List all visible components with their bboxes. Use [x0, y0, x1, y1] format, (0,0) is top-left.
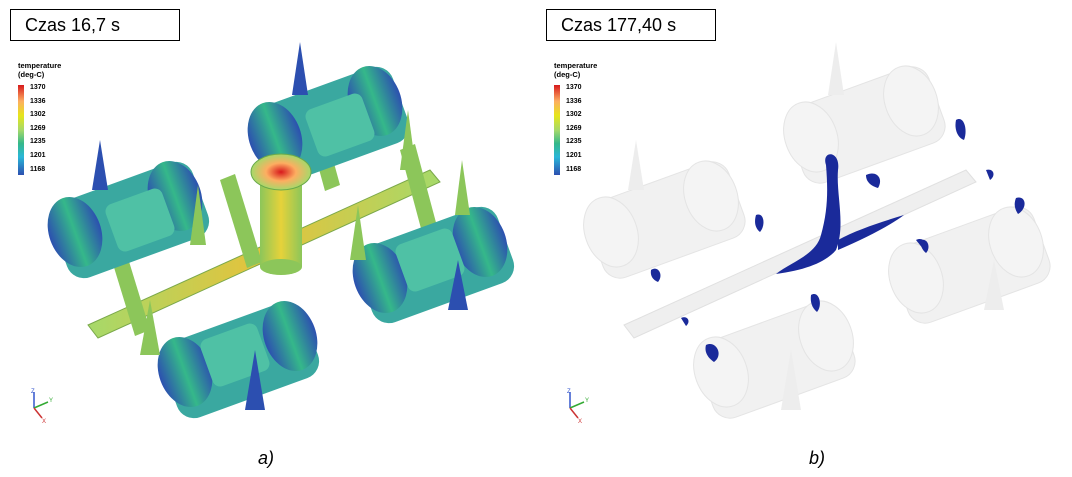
legend-labels: 1370 1336 1302 1269 1235 1201 1168: [30, 83, 46, 178]
legend-value: 1269: [566, 124, 582, 132]
casting-lower-left: [157, 301, 320, 419]
legend-labels: 1370 1336 1302 1269 1235 1201 1168: [566, 83, 582, 178]
axis-z-label: Z: [31, 389, 35, 395]
legend-value: 1168: [30, 165, 46, 173]
axis-x-label: X: [42, 419, 46, 424]
coordinate-axes-icon: Z Y X: [31, 389, 53, 424]
casting-model-render: [47, 42, 515, 419]
liquid-regions: [650, 119, 1025, 362]
legend-title-line2: (deg-C): [554, 70, 581, 79]
axis-y-label: Y: [49, 398, 53, 404]
legend-value: 1168: [566, 165, 582, 173]
legend-scale: 1370 1336 1302 1269 1235 1201 1168: [18, 83, 78, 178]
legend-title-line2: (deg-C): [18, 70, 45, 79]
panel-caption: b): [809, 448, 826, 468]
temperature-legend: temperature (deg-C) 1370 1336 1302 1269 …: [18, 61, 78, 175]
legend-value: 1201: [30, 151, 46, 159]
legend-title-line1: temperature: [554, 61, 598, 70]
axis-z-label: Z: [567, 389, 571, 395]
casting-upper-left: [47, 161, 210, 279]
sprue: [250, 153, 312, 275]
casting-model-render-solidified: [583, 42, 1051, 419]
legend-scale: 1370 1336 1302 1269 1235 1201 1168: [554, 83, 614, 178]
temperature-legend: temperature (deg-C) 1370 1336 1302 1269 …: [554, 61, 614, 175]
axis-x-label: X: [578, 419, 582, 424]
time-label-box: Czas 16,7 s: [10, 9, 180, 41]
legend-value: 1201: [566, 151, 582, 159]
casting-upper-right: [247, 66, 410, 184]
legend-value: 1235: [566, 138, 582, 146]
panel-caption: a): [258, 448, 275, 468]
legend-value: 1336: [30, 97, 46, 105]
risers: [92, 42, 470, 410]
legend-value: 1370: [30, 84, 46, 91]
axis-y-label: Y: [585, 398, 589, 404]
legend-value: 1302: [30, 111, 46, 119]
time-label-box: Czas 177,40 s: [546, 9, 716, 41]
legend-color-bar: [18, 85, 24, 175]
legend-value: 1302: [566, 111, 582, 119]
panel-b: Czas 177,40 s temperature (deg-C) 1370 1…: [536, 0, 1072, 477]
ghost-castings: [583, 42, 1051, 419]
legend-value: 1336: [566, 97, 582, 105]
legend-title-line1: temperature: [18, 61, 62, 70]
casting-lower-right: [352, 206, 515, 324]
legend-value: 1269: [30, 124, 46, 132]
coordinate-axes-icon: Z Y X: [567, 389, 589, 424]
panel-a: Czas 16,7 s temperature (deg-C) 1370 133…: [10, 9, 515, 468]
legend-value: 1370: [566, 84, 582, 91]
legend-value: 1235: [30, 138, 46, 146]
legend-color-bar: [554, 85, 560, 175]
